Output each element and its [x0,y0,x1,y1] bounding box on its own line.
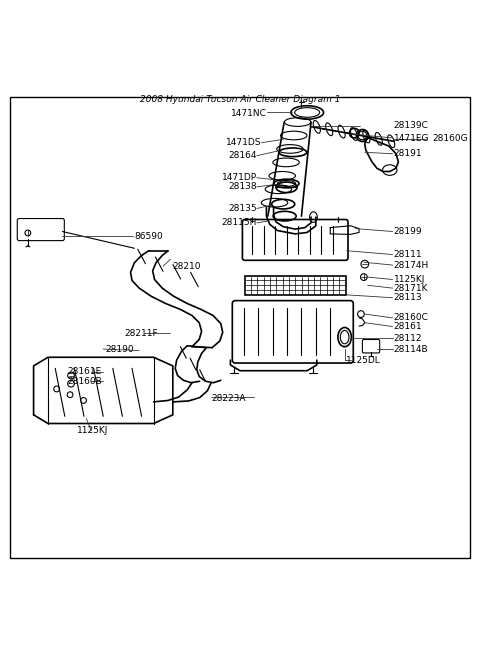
Text: 28174H: 28174H [394,261,429,270]
Text: 28111: 28111 [394,250,422,259]
Text: 28191: 28191 [394,149,422,159]
Text: 28160C: 28160C [394,313,429,322]
Text: 28160G: 28160G [432,134,468,143]
Text: 1125KJ: 1125KJ [394,275,425,284]
Text: 28160B: 28160B [67,377,102,386]
Text: 1125DL: 1125DL [346,356,380,365]
Text: 28115H: 28115H [221,218,257,227]
Text: 1471NC: 1471NC [230,109,266,119]
Text: 1125KJ: 1125KJ [77,426,108,435]
Bar [245,276,346,295]
Text: 28164: 28164 [228,151,257,160]
Text: 28139C: 28139C [394,121,429,130]
Text: 28114B: 28114B [394,345,428,354]
Text: 1471DS: 1471DS [226,138,262,147]
Text: 1471DP: 1471DP [222,173,257,182]
Text: 28112: 28112 [394,333,422,343]
Text: 28161: 28161 [394,322,422,331]
Text: 2008 Hyundai Tucson Air Cleaner Diagram 1: 2008 Hyundai Tucson Air Cleaner Diagram … [140,95,340,103]
Text: 86590: 86590 [134,232,163,241]
Text: 28210: 28210 [173,261,201,271]
Text: 28113: 28113 [394,293,422,302]
Text: 28223A: 28223A [211,394,246,403]
Text: 28135: 28135 [228,204,257,213]
Text: 28199: 28199 [394,227,422,236]
Text: 28161E: 28161E [67,367,101,376]
Text: 28171K: 28171K [394,284,428,293]
Text: 28190: 28190 [106,345,134,354]
Text: 28138: 28138 [228,182,257,191]
Text: 1471EG: 1471EG [394,134,429,143]
Text: 28211F: 28211F [125,329,158,338]
